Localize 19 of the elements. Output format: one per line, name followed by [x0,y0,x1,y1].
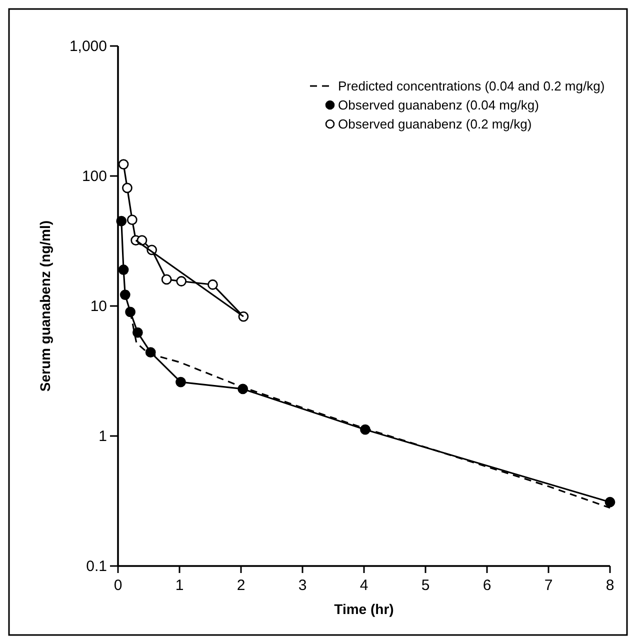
y-tick-label: 1,000 [69,38,107,55]
y-tick-label: 0.1 [86,558,107,575]
legend-label: Observed guanabenz (0.04 mg/kg) [338,98,539,112]
y-tick-label: 10 [90,298,107,315]
legend-label: Predicted concentrations (0.04 and 0.2 mg/kg) [338,78,605,94]
x-tick-label: 0 [114,577,122,594]
y-tick-label: 1 [98,428,107,445]
y-tick-label: 100 [82,168,107,185]
x-tick-label: 3 [298,577,307,594]
legend-label: Observed guanabenz (0.2 mg/kg) [338,116,532,132]
x-tick-label: 7 [544,577,553,594]
x-tick-label: 1 [175,577,184,594]
x-tick-label: 2 [236,577,246,594]
x-tick-label: 8 [606,577,614,594]
x-tick-label: 4 [360,577,368,594]
x-tick-label: 6 [482,577,492,594]
x-tick-label: 5 [421,577,430,594]
x-axis-title: Time (hr) [334,601,394,617]
y-axis-title: Serum guanabenz (ng/ml) [37,220,53,392]
